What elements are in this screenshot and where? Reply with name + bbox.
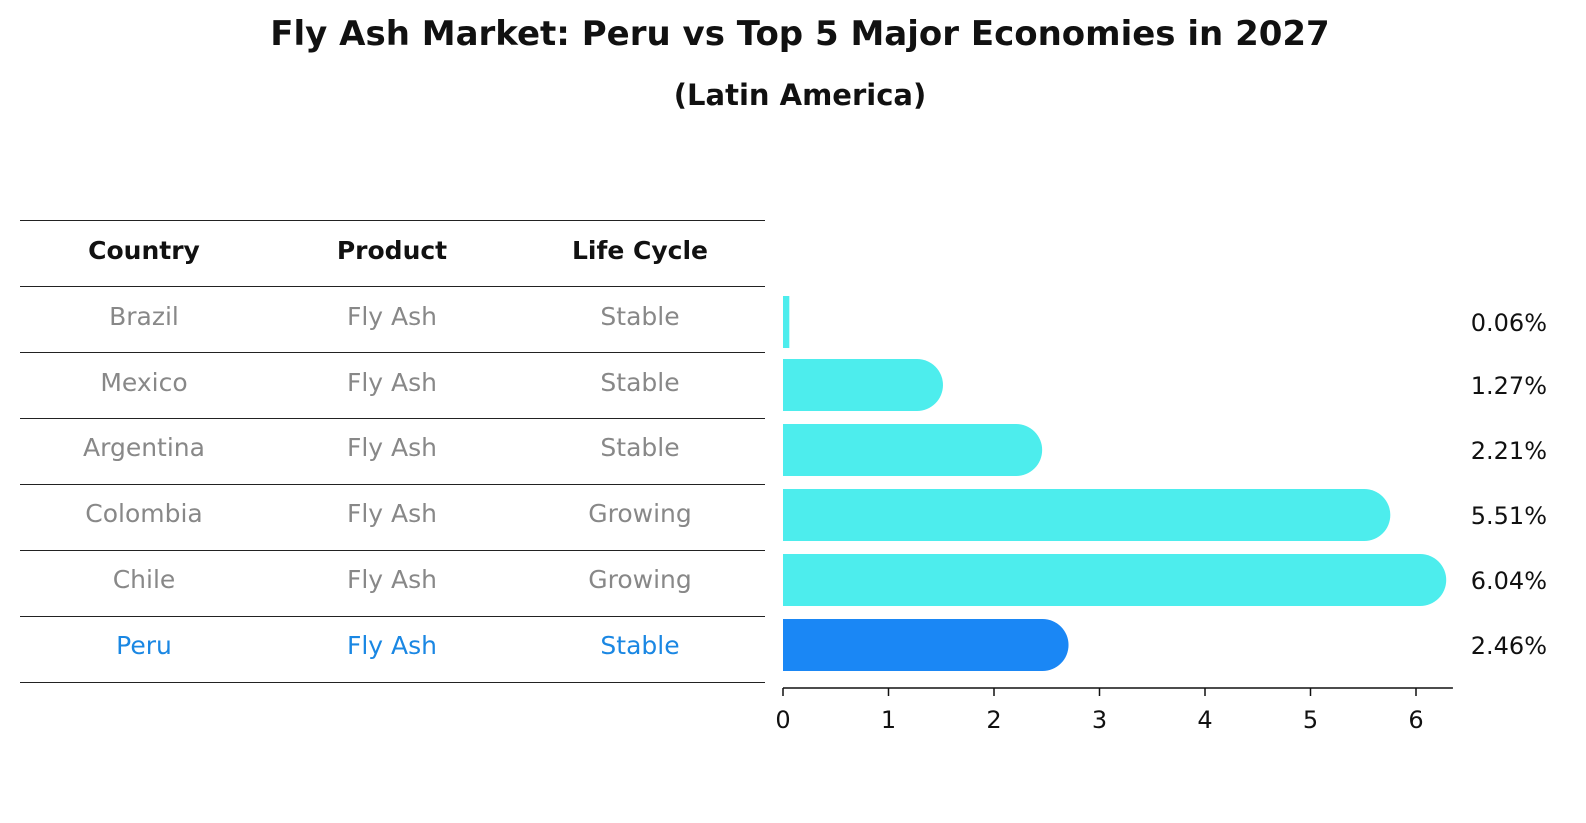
row-mexico-product: Fly Ash <box>346 368 438 397</box>
row-colombia-product: Fly Ash <box>346 499 438 528</box>
row-brazil-life-cycle: Stable <box>600 302 680 331</box>
x-tick-label: 4 <box>1197 706 1212 734</box>
row-rule <box>20 352 765 353</box>
row-argentina-country: Argentina <box>83 433 205 462</box>
header-rule <box>20 286 765 287</box>
row-colombia-country: Colombia <box>85 499 203 528</box>
value-label-group: 0.06% 1.27% 2.21% 5.51% 6.04% 2.46% <box>1471 309 1547 660</box>
x-tick-label: 2 <box>986 706 1001 734</box>
row-chile-country: Chile <box>112 565 176 594</box>
header-country: Country <box>88 236 200 265</box>
row-peru-country: Peru <box>116 631 172 660</box>
bar-chile <box>783 554 1447 606</box>
row-peru-product: Fly Ash <box>346 631 438 660</box>
bar-mexico <box>783 359 943 411</box>
row-mexico-country: Mexico <box>100 368 188 397</box>
row-chile-life-cycle: Growing <box>588 565 692 594</box>
bar-brazil <box>783 296 790 348</box>
row-argentina-life-cycle: Stable <box>600 433 680 462</box>
bar-group <box>783 296 1447 671</box>
chart-title: Fly Ash Market: Peru vs Top 5 Major Econ… <box>270 14 1330 54</box>
table-top-rule <box>20 220 765 221</box>
row-mexico-life-cycle: Stable <box>600 368 680 397</box>
row-brazil-product: Fly Ash <box>346 302 438 331</box>
row-rule <box>20 418 765 419</box>
value-label-chile: 6.04% <box>1471 567 1547 595</box>
x-axis: 0 1 2 3 4 5 6 <box>775 687 1453 734</box>
value-label-peru: 2.46% <box>1471 632 1547 660</box>
row-rule <box>20 616 765 617</box>
x-tick-label: 3 <box>1092 706 1107 734</box>
table-bottom-rule <box>20 682 765 683</box>
value-label-brazil: 0.06% <box>1471 309 1547 337</box>
x-tick-label: 0 <box>775 706 790 734</box>
value-label-mexico: 1.27% <box>1471 372 1547 400</box>
row-colombia-life-cycle: Growing <box>588 499 692 528</box>
header-product: Product <box>336 236 448 265</box>
x-tick-label: 1 <box>881 706 896 734</box>
bar-argentina <box>783 424 1043 476</box>
row-chile-product: Fly Ash <box>346 565 438 594</box>
x-tick-label: 6 <box>1408 706 1423 734</box>
value-label-argentina: 2.21% <box>1471 437 1547 465</box>
chart-subtitle: (Latin America) <box>673 78 927 112</box>
row-peru-life-cycle: Stable <box>600 631 680 660</box>
value-label-colombia: 5.51% <box>1471 502 1547 530</box>
row-rule <box>20 550 765 551</box>
row-brazil-country: Brazil <box>109 302 179 331</box>
bar-peru <box>783 619 1069 671</box>
x-tick-label: 5 <box>1303 706 1318 734</box>
bar-colombia <box>783 489 1391 541</box>
row-rule <box>20 484 765 485</box>
row-argentina-product: Fly Ash <box>346 433 438 462</box>
header-life-cycle: Life Cycle <box>571 236 709 265</box>
